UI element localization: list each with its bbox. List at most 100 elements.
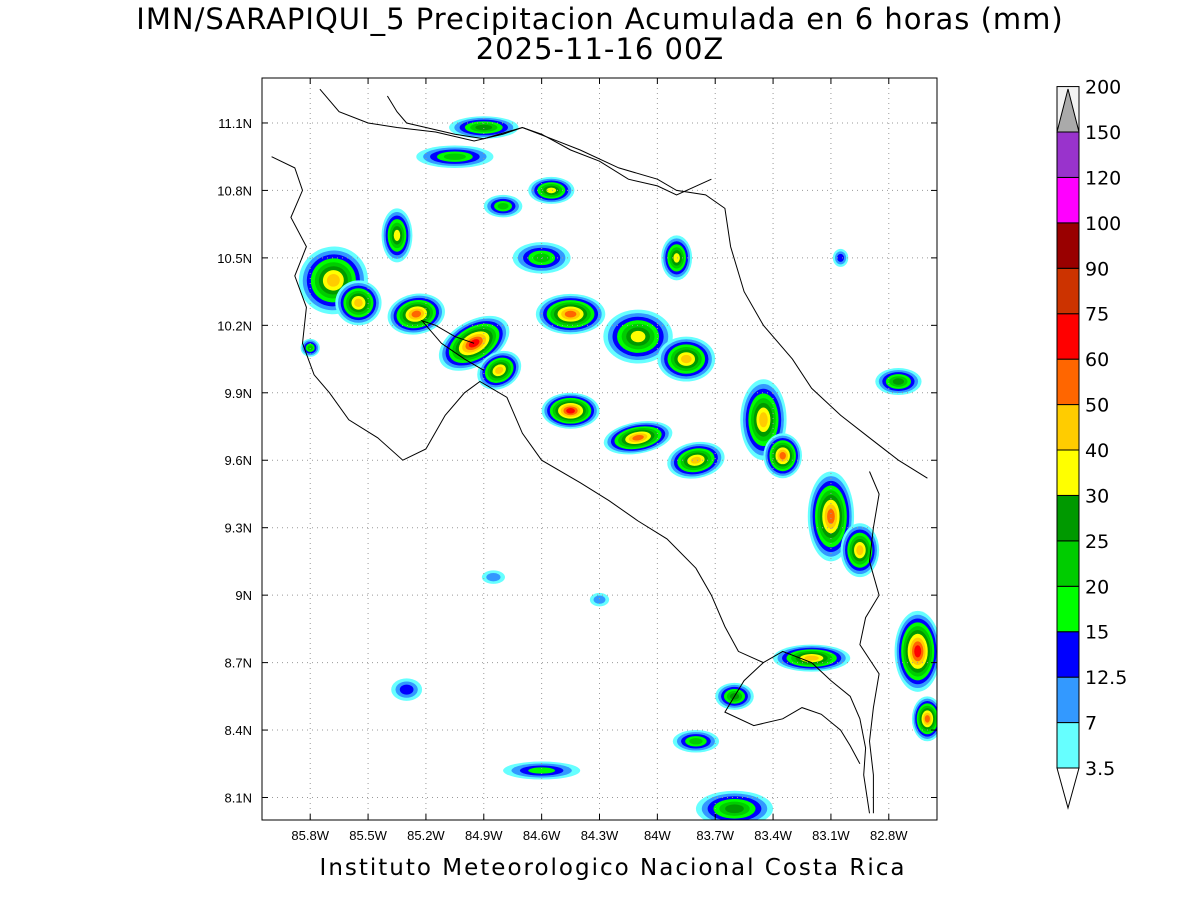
- precip-cell: [589, 592, 610, 607]
- precip-contour: [399, 684, 414, 695]
- lat-tick-label: 9.3N: [225, 521, 252, 536]
- precip-contour: [689, 738, 703, 745]
- lon-tick-label: 84W: [644, 828, 671, 843]
- precip-field: [298, 116, 937, 820]
- colorbar-label: 7: [1085, 713, 1097, 735]
- precip-contour: [497, 202, 509, 210]
- lat-axis: 11.1N 10.8N 10.5N 10.2N 9.9N 9.6N 9.3N 9N 8.7N 8.…: [217, 116, 937, 806]
- precip-contour: [486, 573, 501, 582]
- colorbar-label: 25: [1085, 531, 1109, 553]
- precip-contour: [528, 767, 556, 774]
- colorbar-swatch: [1056, 313, 1080, 360]
- precip-contour: [475, 124, 493, 131]
- lat-tick-label: 8.7N: [225, 656, 252, 671]
- precip-cell: [667, 441, 725, 479]
- precip-contour: [779, 451, 786, 460]
- lon-tick-label: 83.4W: [754, 828, 792, 843]
- precip-contour: [593, 595, 606, 604]
- lon-tick-label: 85.2W: [407, 828, 445, 843]
- colorbar-swatch: [1056, 404, 1080, 451]
- precip-contour: [307, 345, 313, 351]
- colorbar-label: 200: [1085, 77, 1121, 99]
- lat-tick-label: 8.4N: [225, 723, 252, 738]
- colorbar-label: 100: [1085, 213, 1121, 235]
- coastline: [271, 88, 928, 814]
- precip-contour: [759, 412, 768, 428]
- colorbar-swatch: [1056, 676, 1080, 724]
- border-segment: [859, 471, 880, 814]
- colorbar-label: 90: [1085, 258, 1109, 280]
- credit-line: Instituto Meteorologico Nacional Costa R…: [319, 855, 907, 881]
- precip-cell: [535, 293, 606, 335]
- colorbar-label: 40: [1085, 440, 1109, 462]
- colorbar-label: 3.5: [1085, 758, 1115, 780]
- precip-cell: [603, 421, 673, 455]
- precip-cell: [512, 242, 571, 274]
- precip-contour: [804, 655, 819, 661]
- colorbar-label: 15: [1085, 622, 1109, 644]
- precip-cell: [300, 338, 320, 357]
- precip-contour: [632, 434, 644, 441]
- lon-tick-label: 84.6W: [523, 828, 561, 843]
- lat-tick-label: 10.8N: [217, 183, 252, 198]
- coastline-segment: [386, 95, 928, 479]
- precip-contour: [725, 804, 744, 814]
- lat-tick-label: 9N: [235, 588, 252, 603]
- colorbar-label: 30: [1085, 485, 1109, 507]
- precip-cell: [840, 523, 880, 578]
- colorbar-label: 120: [1085, 167, 1121, 189]
- precip-cell: [911, 696, 937, 742]
- lon-tick-label: 83.1W: [812, 828, 850, 843]
- precip-cell: [603, 309, 673, 364]
- colorbar-swatch: [1056, 222, 1080, 269]
- precip-contour: [326, 274, 340, 287]
- precip-cell: [381, 208, 413, 263]
- precip-cell: [528, 176, 575, 204]
- colorbar-swatch: [1056, 494, 1080, 542]
- precip-contour: [468, 339, 480, 348]
- precip-contour: [856, 545, 864, 556]
- precip-contour: [443, 153, 466, 160]
- precip-cell: [894, 610, 937, 692]
- colorbar-swatch: [1056, 267, 1080, 315]
- lat-tick-label: 10.2N: [217, 318, 252, 333]
- precip-cell: [503, 761, 581, 780]
- precip-contour: [680, 354, 692, 364]
- precip-contour: [566, 408, 575, 414]
- precip-cell: [695, 790, 774, 820]
- colorbar-swatch: [1056, 131, 1080, 178]
- precip-contour: [630, 330, 646, 343]
- precip-cell: [387, 293, 445, 335]
- lon-tick-label: 85.5W: [349, 828, 387, 843]
- lon-tick-label: 85.8W: [291, 828, 329, 843]
- colorbar-label: 12.5: [1085, 667, 1127, 689]
- colorbar-over-arrow: [1056, 88, 1080, 133]
- colorbar-label: 60: [1085, 349, 1109, 371]
- colorbar: 3.5 7 12.5 15 20 25 30 40 50 60 75 90 100 120 150 200: [1056, 77, 1127, 810]
- precip-contour: [411, 310, 422, 318]
- map-subtitle-date: 2025-11-16 00Z: [475, 32, 725, 66]
- lat-tick-label: 10.5N: [217, 251, 252, 266]
- precip-cell: [832, 248, 849, 267]
- precip-contour: [690, 456, 702, 464]
- precip-contour: [827, 508, 835, 524]
- precip-cell: [335, 280, 382, 326]
- colorbar-under-arrow: [1056, 767, 1080, 810]
- colorbar-swatch: [1056, 722, 1080, 769]
- lon-tick-label: 84.3W: [581, 828, 619, 843]
- coastline-segment: [724, 662, 861, 765]
- precip-cell: [661, 235, 693, 281]
- lon-tick-label: 84.9W: [465, 828, 503, 843]
- lat-tick-label: 9.6N: [225, 453, 252, 468]
- precip-cell: [477, 350, 522, 390]
- colorbar-swatch: [1056, 449, 1080, 496]
- precip-cell: [763, 433, 802, 479]
- lon-axis: 85.8W 85.5W 85.2W 84.9W 84.6W 84.3W 84W 83.7W 83…: [291, 78, 908, 843]
- precip-contour: [546, 187, 557, 194]
- precip-cell: [657, 336, 716, 382]
- precip-cell: [481, 570, 505, 584]
- precip-cell: [391, 678, 423, 701]
- coastline-segment: [420, 319, 485, 371]
- colorbar-swatch: [1056, 176, 1080, 224]
